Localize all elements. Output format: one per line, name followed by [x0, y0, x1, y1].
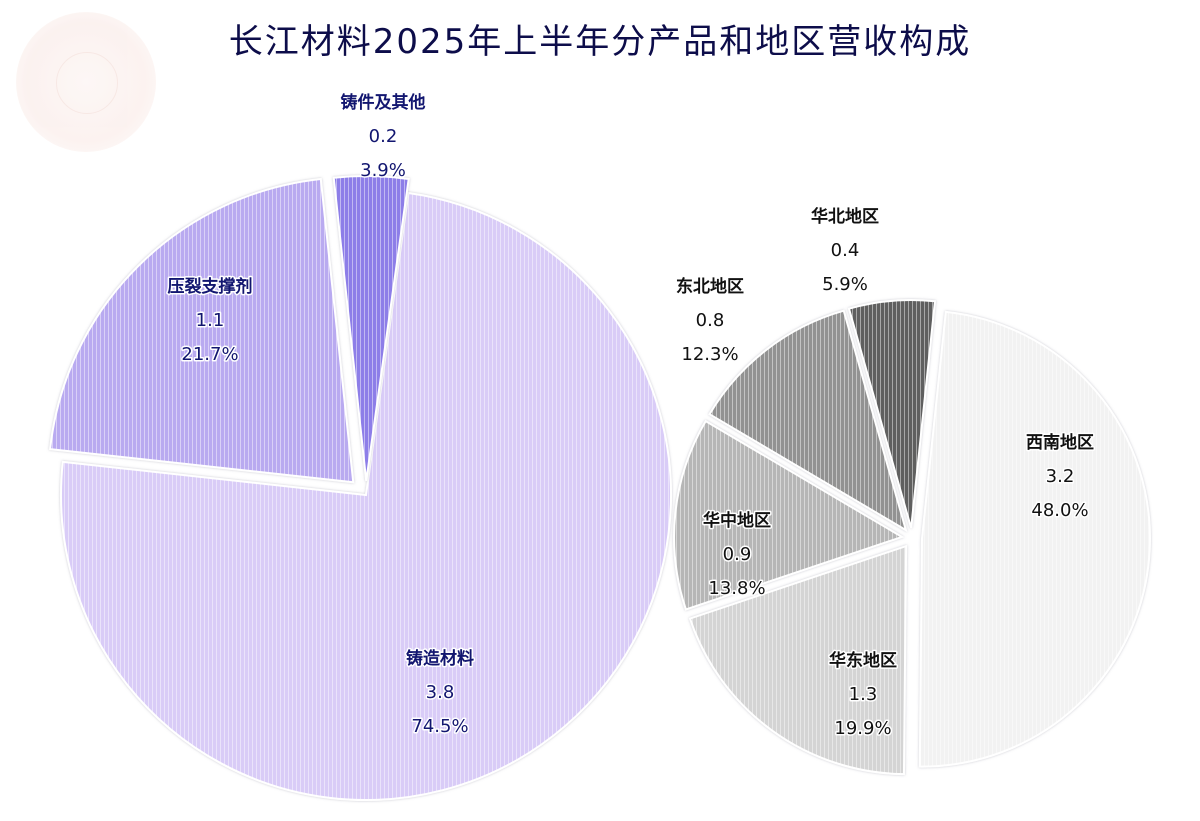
product-pie: 铸造材料 3.8 74.5% 压裂支撑剂 1.1 21.7% 铸件及其他 0.2 3.9%: [48, 91, 672, 801]
pie-slice-hatch: [689, 546, 907, 775]
pie-slice-hatch: [674, 421, 903, 610]
slice-label-value: 1.1: [196, 310, 225, 331]
pie-slice-hatch: [50, 178, 354, 483]
slice-label-name: 东北地区: [676, 276, 744, 297]
slice-label-name: 华东地区: [829, 650, 897, 671]
slice-label-percent: 19.9%: [834, 718, 891, 739]
slice-label-percent: 13.8%: [708, 578, 765, 599]
slice-label-percent: 21.7%: [181, 344, 238, 365]
slice-label-value: 0.8: [696, 310, 725, 331]
slice-label-percent: 12.3%: [681, 344, 738, 365]
slice-label-name: 压裂支撑剂: [168, 276, 253, 297]
pie-slice-region-4: [847, 299, 937, 529]
slice-label-name: 华北地区: [811, 206, 879, 227]
chart-title: 长江材料2025年上半年分产品和地区营收构成: [228, 22, 972, 62]
watermark-seal-ring: [56, 52, 118, 114]
pie-slice-hatch: [919, 311, 1150, 767]
pie-slice-hatch: [61, 192, 671, 800]
slice-label-name: 西南地区: [1026, 432, 1094, 453]
slice-label-name: 铸件及其他: [341, 92, 426, 113]
slice-label-percent: 5.9%: [822, 274, 868, 295]
pie-slice-hatch: [333, 176, 409, 482]
slice-label-percent: 3.9%: [360, 160, 406, 181]
pie-slice-region-2: [673, 419, 905, 611]
slice-label-percent: 74.5%: [411, 716, 468, 737]
pie-slice-product-1: [48, 177, 355, 484]
region-pie: 西南地区 3.2 48.0% 华东地区 1.3 19.9% 华中地区 0.9 13.8% 东北地区…: [673, 205, 1151, 776]
slice-label-value: 0.2: [369, 126, 398, 147]
slice-label-percent: 48.0%: [1031, 500, 1088, 521]
slice-label-value: 3.8: [426, 682, 455, 703]
watermark-seal: [16, 12, 156, 152]
slice-label-value: 3.2: [1046, 466, 1075, 487]
slice-label-name: 华中地区: [703, 510, 771, 531]
pie-slice-hatch: [709, 310, 906, 531]
pie-slice-region-1: [688, 544, 908, 776]
slice-label-value: 0.4: [831, 240, 860, 261]
pie-slice-product-0: [60, 191, 672, 801]
slice-label-value: 0.9: [723, 544, 752, 565]
slice-label-name: 铸造材料: [406, 648, 474, 669]
pie-slice-region-3: [708, 309, 908, 533]
slice-label-value: 1.3: [849, 684, 878, 705]
pie-slice-product-2: [332, 175, 410, 482]
pie-slice-region-0: [918, 310, 1151, 768]
pie-slice-hatch: [848, 300, 935, 529]
